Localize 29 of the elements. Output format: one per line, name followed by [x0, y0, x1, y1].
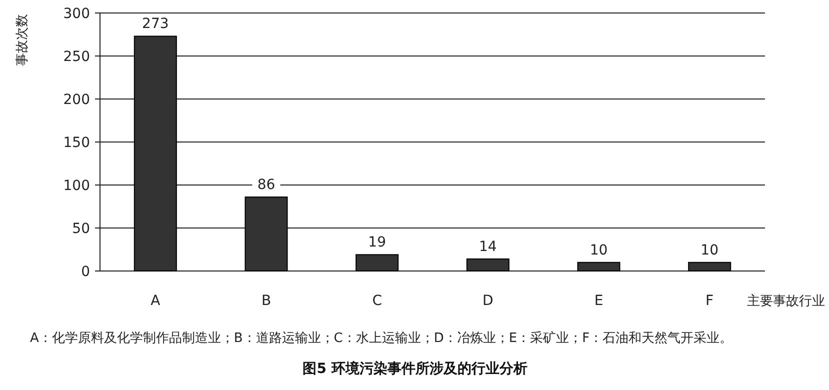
bar: [134, 36, 177, 272]
text: A：化学原料及化学制作品制造业；B：道路运输业；C：水上运输业；D：冶炼业；E：采矿业；F：石油和天然气开采业。: [30, 331, 733, 346]
bar: [577, 262, 620, 272]
data-label: 10: [700, 242, 718, 258]
y-tick-label: 50: [72, 221, 90, 237]
x-tick-label: A: [150, 293, 161, 309]
data-label: 10: [590, 242, 608, 258]
text: 图5 环境污染事件所涉及的行业分析: [302, 360, 528, 377]
x-axis-title: 主要事故行业: [747, 293, 825, 309]
bar: [466, 258, 510, 272]
bar: [244, 196, 288, 272]
y-axis-title: 事故次数: [15, 14, 30, 66]
x-tick-label: D: [482, 293, 494, 309]
y-tick-label: 200: [63, 92, 90, 108]
y-tick-label: 250: [63, 49, 90, 65]
x-tick-label: F: [706, 293, 714, 309]
data-label: 19: [368, 234, 386, 251]
x-tick-label: B: [261, 293, 272, 309]
data-label: 273: [142, 16, 169, 32]
y-tick-label: 300: [63, 6, 90, 22]
bar: [688, 262, 732, 272]
y-tick-label: 0: [81, 264, 90, 280]
y-tick-label: 150: [63, 135, 90, 151]
data-label: 86: [257, 177, 276, 194]
data-label: 14: [479, 238, 497, 255]
x-tick-label: C: [372, 293, 382, 309]
y-tick-label: 100: [63, 178, 90, 194]
bar: [356, 254, 399, 272]
x-tick-label: E: [594, 293, 604, 309]
